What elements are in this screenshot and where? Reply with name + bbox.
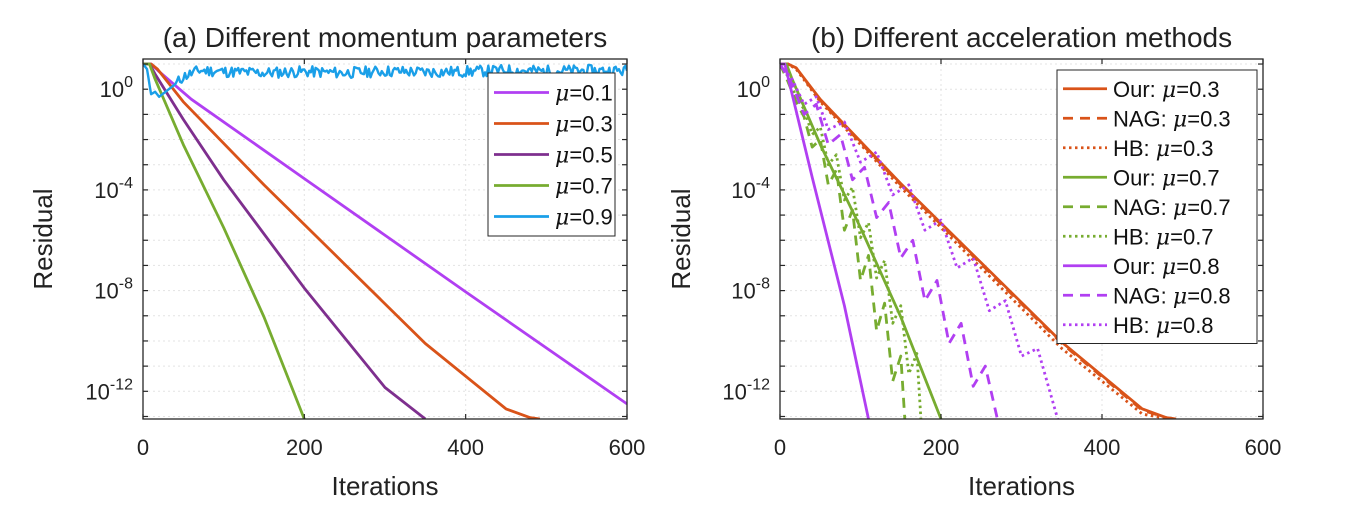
legend-entry-0: Our: μ=0.3	[1113, 77, 1220, 103]
series-line-2	[780, 62, 1171, 419]
legend-entry-8: HB: μ=0.8	[1113, 313, 1214, 339]
chart-title: (b) Different acceleration methods	[811, 22, 1232, 53]
series-line-5	[780, 63, 923, 419]
chart-panel-b: 0 200 400 600 100 10-4 10-8 10-12 (b) Different …	[666, 22, 1281, 501]
y-axis-label: Residual	[666, 188, 696, 289]
y-axis-label: Residual	[28, 188, 58, 289]
series-group	[780, 62, 1177, 419]
y-tick-label: 10-12	[85, 376, 133, 404]
x-tick-label: 200	[923, 435, 960, 460]
x-tick-label: 600	[609, 435, 646, 460]
legend-entry-3: μ=0.7	[555, 174, 613, 200]
y-tick-label: 10-4	[731, 175, 770, 203]
y-tick-label: 10-4	[94, 175, 133, 203]
legend-entry-1: μ=0.3	[555, 112, 613, 138]
y-tick-label: 100	[737, 74, 770, 102]
legend-entry-2: HB: μ=0.3	[1113, 136, 1214, 162]
x-tick-label: 200	[286, 435, 323, 460]
legend-entry-6: Our: μ=0.8	[1113, 254, 1220, 280]
y-tick-label: 10-12	[722, 376, 770, 404]
series-line-8	[780, 63, 1060, 419]
chart-panel-a: 0 200 400 600 100 10-4 10-8 10-12 (a) Different …	[28, 22, 645, 501]
x-tick-label: 400	[447, 435, 484, 460]
y-tick-label: 100	[100, 74, 133, 102]
x-axis-label: Iterations	[332, 471, 439, 501]
legend-entry-1: NAG: μ=0.3	[1113, 106, 1231, 132]
legend-entry-4: NAG: μ=0.7	[1113, 195, 1231, 221]
legend: Our: μ=0.3 NAG: μ=0.3 HB: μ=0.3 Our: μ=0.7 N…	[1056, 69, 1258, 344]
legend-box	[1056, 69, 1258, 344]
legend-entry-5: HB: μ=0.7	[1113, 224, 1214, 250]
series-line-4	[780, 63, 907, 419]
chart-title: (a) Different momentum parameters	[163, 22, 608, 53]
y-tick-label: 10-8	[731, 276, 770, 304]
grid	[142, 59, 628, 419]
legend-entry-0: μ=0.1	[555, 81, 613, 107]
series-line-7	[780, 63, 999, 419]
x-tick-label: 0	[137, 435, 149, 460]
legend-entry-2: μ=0.5	[555, 143, 613, 169]
plot-frame	[779, 58, 1264, 420]
series-line-3	[143, 62, 306, 419]
x-tick-label: 0	[774, 435, 786, 460]
x-tick-label: 600	[1245, 435, 1282, 460]
legend: μ=0.1 μ=0.3 μ=0.5 μ=0.7 μ=0.9	[487, 72, 616, 237]
legend-entry-4: μ=0.9	[555, 205, 613, 231]
x-tick-label: 400	[1084, 435, 1121, 460]
x-axis-label: Iterations	[968, 471, 1075, 501]
plot-frame	[142, 58, 628, 420]
legend-entry-7: NAG: μ=0.8	[1113, 283, 1231, 309]
series-line-1	[143, 62, 541, 419]
legend-entry-3: Our: μ=0.7	[1113, 165, 1220, 191]
y-tick-label: 10-8	[94, 276, 133, 304]
